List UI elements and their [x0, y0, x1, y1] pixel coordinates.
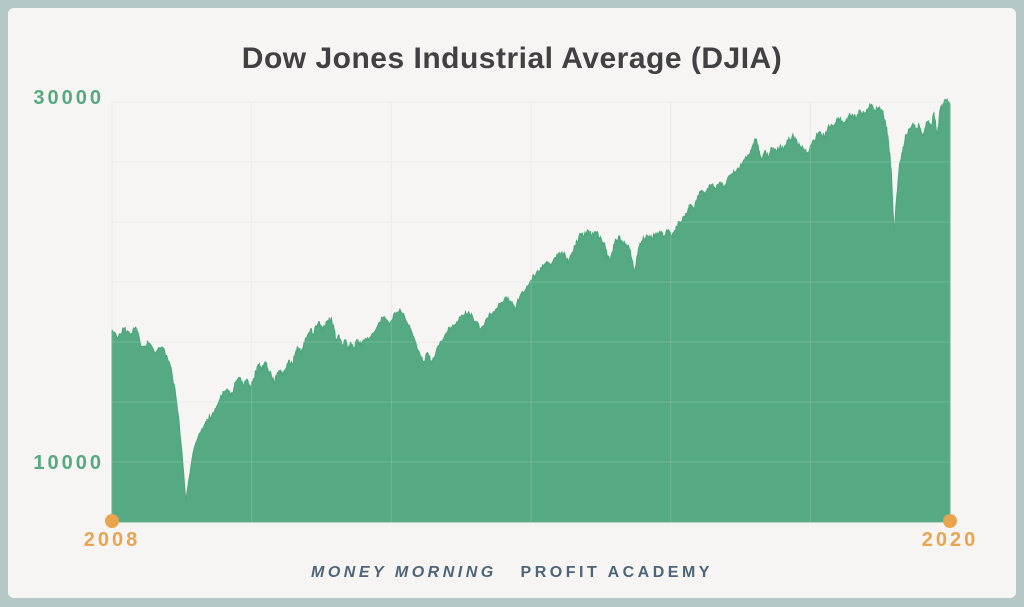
- footer-branding: MONEY MORNING PROFIT ACADEMY: [8, 564, 1016, 582]
- y-axis-tick-10000: 10000: [33, 452, 104, 474]
- end-year-dot: [943, 514, 957, 528]
- x-axis-tick-2008: 2008: [83, 529, 141, 551]
- y-axis-tick-30000: 30000: [33, 87, 104, 109]
- chart-plot-area: [8, 8, 1016, 598]
- chart-title: Dow Jones Industrial Average (DJIA): [241, 42, 783, 75]
- gridlines-overlay: [111, 101, 951, 523]
- start-year-dot: [105, 514, 119, 528]
- chart-card: Dow Jones Industrial Average (DJIA) 3000…: [8, 8, 1016, 598]
- djia-area-chart: [105, 98, 957, 528]
- footer-brand-name: MONEY MORNING: [311, 564, 497, 581]
- x-axis-tick-2020: 2020: [921, 529, 979, 551]
- footer-brand-suffix: PROFIT ACADEMY: [520, 564, 713, 581]
- footer-spacer: [505, 564, 513, 581]
- djia-area-series: [111, 98, 951, 523]
